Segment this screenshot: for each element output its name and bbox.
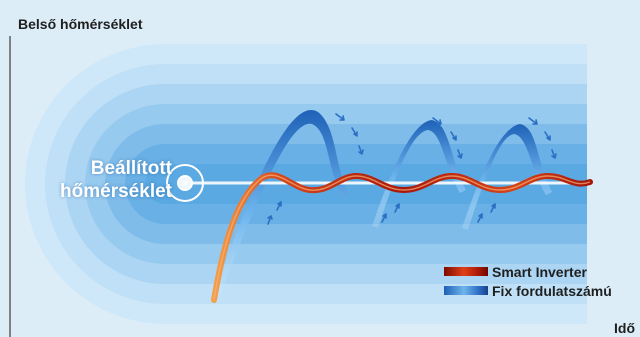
arrow-15 [490, 203, 496, 213]
arrow-1 [335, 113, 345, 121]
arrow-4 [432, 117, 442, 125]
fixed-lobe-2 [372, 120, 466, 228]
fixed-lobe-1 [212, 110, 350, 302]
legend-label-smart-inverter: Smart Inverter [492, 263, 587, 280]
arrow-12 [381, 213, 387, 223]
smart-inverter-highlight [213, 174, 591, 301]
arrow-8 [544, 131, 551, 141]
x-axis-label: Idő [614, 320, 635, 336]
arrow-2 [351, 127, 358, 137]
setpoint-target-ring [166, 164, 204, 202]
arrow-3 [358, 145, 364, 155]
arrow-11 [276, 201, 282, 211]
setpoint-label-line2: hőmérséklet [60, 181, 172, 202]
legend-swatch-fixed-speed [444, 286, 488, 295]
legend-item-smart-inverter: Smart Inverter [444, 262, 612, 281]
setpoint-target-dot [177, 175, 193, 191]
legend: Smart Inverter Fix fordulatszámú [444, 262, 612, 300]
legend-item-fixed-speed: Fix fordulatszámú [444, 281, 612, 300]
arrow-14 [477, 213, 483, 223]
arrow-7 [528, 117, 538, 125]
legend-swatch-smart-inverter [444, 267, 488, 276]
y-axis-label: Belső hőmérséklet [18, 16, 143, 32]
arrow-10 [267, 215, 273, 225]
setpoint-label-line1: Beállított [90, 158, 172, 179]
arrow-9 [551, 149, 557, 159]
setpoint-label: Beállított hőmérséklet [22, 157, 172, 203]
legend-label-fixed-speed: Fix fordulatszámú [492, 282, 612, 299]
fixed-lobe-3 [462, 124, 552, 230]
arrow-6 [457, 149, 463, 159]
arrow-13 [394, 203, 400, 213]
arrow-5 [450, 131, 457, 141]
airflow-arrows [267, 113, 557, 225]
fixed-speed-series [212, 110, 552, 302]
